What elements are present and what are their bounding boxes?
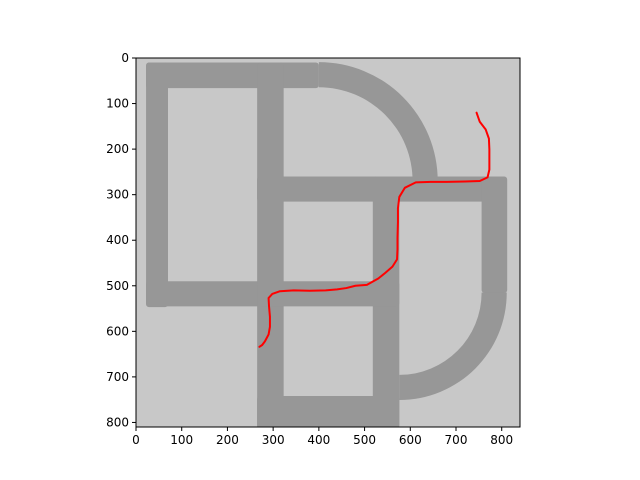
- y-tick-label: 800: [106, 415, 129, 429]
- x-tick-label: 600: [399, 433, 422, 447]
- y-axis: 0 100 200 300 400 500 600 700 800: [106, 51, 136, 429]
- middle-vertical-road: [257, 62, 284, 427]
- y-tick-label: 600: [106, 324, 129, 338]
- x-tick-label: 400: [307, 433, 330, 447]
- bottom-road: [257, 396, 400, 427]
- left-road: [146, 62, 168, 308]
- y-tick-label: 100: [106, 97, 129, 111]
- top-right-arc: [318, 62, 438, 182]
- lower-horizontal-road: [257, 281, 400, 307]
- x-tick-label: 500: [353, 433, 376, 447]
- y-tick-label: 500: [106, 279, 129, 293]
- bottom-left-road: [146, 281, 284, 307]
- x-tick-label: 200: [216, 433, 239, 447]
- x-tick-label: 700: [445, 433, 468, 447]
- trajectory-line-0: [258, 111, 491, 348]
- axes-frame: [135, 57, 521, 428]
- bottom-right-arc: [399, 292, 507, 401]
- plot-border: [135, 57, 521, 428]
- right-road: [481, 176, 508, 294]
- y-tick-label: 0: [121, 51, 129, 65]
- y-tick-label: 700: [106, 370, 129, 384]
- y-tick-label: 200: [106, 142, 129, 156]
- x-tick-label: 800: [490, 433, 513, 447]
- road-network: [146, 62, 508, 427]
- x-tick-label: 0: [132, 433, 140, 447]
- y-tick-label: 300: [106, 188, 129, 202]
- x-axis: 0 100 200 300 400 500 600 700 800: [132, 427, 513, 447]
- trajectory-layer: [258, 111, 491, 348]
- top-road: [146, 62, 319, 89]
- x-tick-label: 100: [170, 433, 193, 447]
- y-tick-label: 400: [106, 233, 129, 247]
- x-tick-label: 300: [262, 433, 285, 447]
